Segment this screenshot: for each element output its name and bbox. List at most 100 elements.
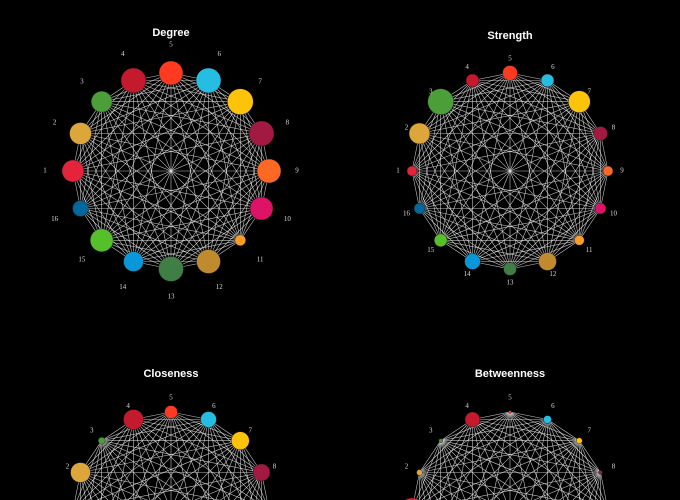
- node-label-11: 11: [586, 246, 593, 254]
- node-label-2: 2: [405, 463, 409, 471]
- node-10: [594, 202, 607, 215]
- edge-5-12: [170, 72, 209, 262]
- edge-4-16: [419, 80, 473, 209]
- edge-5-6: [509, 411, 548, 420]
- node-label-8: 8: [273, 463, 277, 471]
- edge-1-4: [79, 419, 134, 500]
- node-label-4: 4: [465, 63, 469, 71]
- edge-7-10: [240, 101, 262, 209]
- node-7: [576, 437, 583, 444]
- edge-4-11: [472, 80, 580, 241]
- edge-2-13: [419, 472, 439, 500]
- edge-5-15: [440, 72, 511, 241]
- edge-6-9: [547, 80, 609, 172]
- edge-7-9: [579, 440, 605, 500]
- edge-2-15: [419, 472, 426, 500]
- node-5: [158, 60, 184, 86]
- node-7: [227, 88, 254, 115]
- node-4: [120, 67, 147, 94]
- edge-2-9: [80, 472, 221, 500]
- node-6: [543, 415, 552, 424]
- node-label-7: 7: [258, 78, 262, 86]
- node-13: [158, 256, 184, 282]
- node-label-8: 8: [286, 118, 290, 126]
- edges-betweenness: [413, 411, 607, 500]
- edge-5-12: [509, 411, 528, 500]
- edge-2-15: [80, 133, 102, 241]
- edge-5-8: [170, 72, 262, 134]
- edge-8-12: [249, 472, 262, 500]
- edge-3-6: [440, 419, 548, 441]
- node-3: [90, 90, 113, 113]
- edge-3-10: [440, 440, 530, 500]
- edge-4-7: [133, 80, 241, 102]
- node-label-2: 2: [66, 463, 70, 471]
- edge-5-12: [170, 411, 189, 500]
- edge-9-14: [472, 170, 609, 262]
- edge-13-16: [80, 208, 172, 270]
- node-label-6: 6: [551, 402, 555, 410]
- edge-7-10: [579, 440, 592, 500]
- edge-9-12: [208, 170, 270, 262]
- edge-6-13: [170, 80, 209, 270]
- edge-3-14: [440, 440, 453, 500]
- edge-2-3: [419, 440, 441, 473]
- edge-9-16: [419, 170, 609, 209]
- edge-7-13: [215, 440, 241, 500]
- node-14: [464, 253, 481, 270]
- edge-1-8: [121, 472, 262, 500]
- edge-4-16: [80, 80, 134, 209]
- node-label-12: 12: [216, 283, 224, 291]
- edge-4-7: [133, 419, 241, 441]
- edge-6-15: [440, 80, 548, 241]
- node-6: [195, 67, 222, 94]
- edge-8-16: [419, 133, 601, 209]
- node-label-5: 5: [508, 55, 512, 63]
- nodes-degree: [61, 60, 282, 282]
- edge-6-15: [493, 419, 548, 500]
- panel-title-degree: Degree: [152, 27, 189, 39]
- edge-4-11: [133, 419, 188, 500]
- node-12: [538, 252, 557, 271]
- node-7: [231, 431, 250, 450]
- node-1: [61, 159, 85, 183]
- node-14: [123, 251, 144, 272]
- edge-9-15: [440, 170, 609, 241]
- edge-8-15: [101, 133, 262, 241]
- node-3: [97, 436, 106, 445]
- edge-8-13: [242, 472, 262, 500]
- node-10: [249, 196, 274, 221]
- edge-1-8: [460, 472, 601, 500]
- edge-4-15: [117, 419, 134, 500]
- edge-2-14: [80, 472, 93, 500]
- edge-12-15: [101, 240, 209, 262]
- node-label-7: 7: [248, 426, 252, 434]
- edge-1-4: [72, 80, 134, 172]
- edge-1-4: [418, 419, 473, 500]
- edge-5-15: [101, 72, 172, 241]
- edge-5-14: [472, 72, 511, 262]
- edge-12-15: [440, 240, 548, 262]
- node-16: [413, 202, 426, 215]
- node-label-3: 3: [90, 426, 94, 434]
- node-label-14: 14: [464, 270, 472, 278]
- edge-10-12: [208, 208, 262, 262]
- node-15: [433, 233, 448, 248]
- node-label-16: 16: [403, 210, 411, 218]
- edge-2-15: [80, 472, 87, 500]
- edge-13-16: [419, 208, 511, 270]
- panel-title-betweenness: Betweenness: [475, 368, 545, 380]
- edge-3-10: [440, 101, 601, 209]
- edge-7-14: [472, 101, 580, 262]
- edge-5-12: [509, 72, 548, 262]
- edge-2-13: [80, 472, 100, 500]
- edge-3-12: [101, 440, 142, 500]
- node-8: [248, 120, 275, 147]
- edge-6-13: [531, 419, 548, 500]
- edge-11-16: [80, 208, 241, 241]
- edge-1-14: [411, 170, 473, 262]
